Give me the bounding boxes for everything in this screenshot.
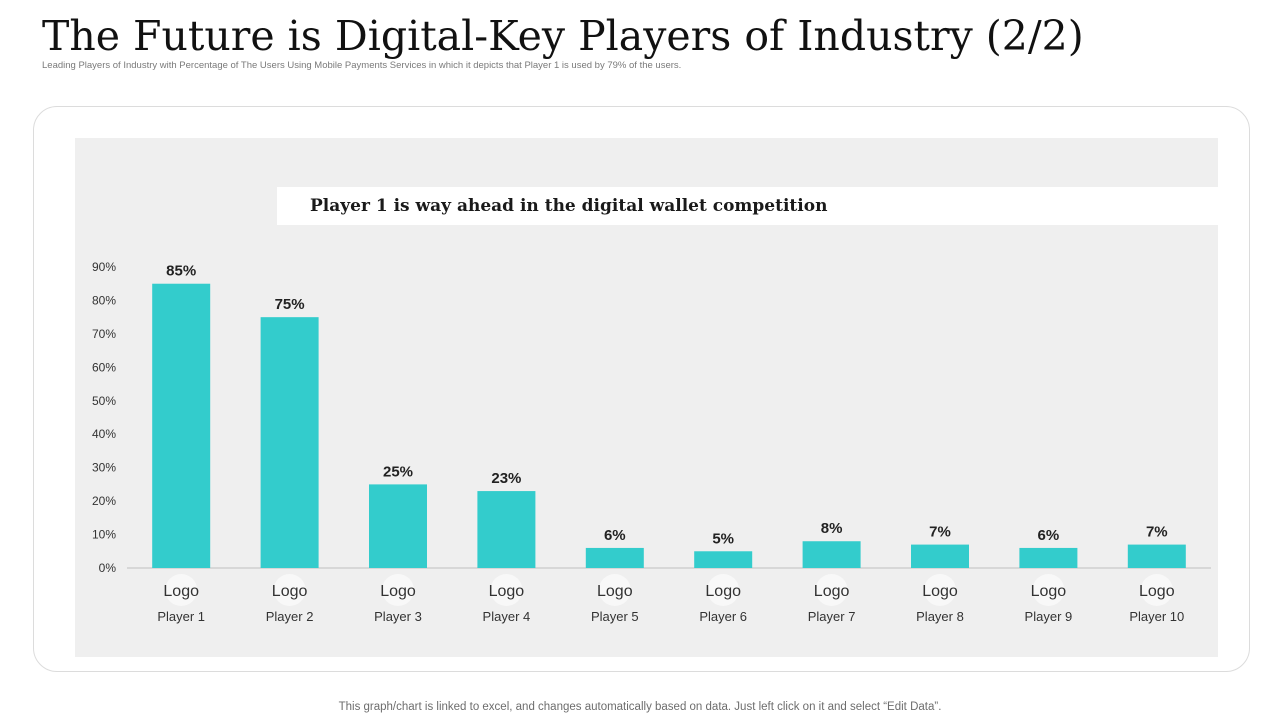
x-tick-label: Player 9: [1025, 609, 1073, 624]
data-label: 85%: [166, 263, 196, 280]
y-tick-label: 10%: [92, 528, 116, 542]
logo-label: Logo: [597, 583, 633, 600]
bar-player-4[interactable]: [477, 491, 536, 568]
logo-placeholder-icon: [490, 574, 523, 606]
logo-label: Logo: [163, 583, 199, 600]
bar-player-5[interactable]: [585, 547, 644, 568]
bar-player-8[interactable]: [911, 544, 969, 568]
logo-placeholder-icon: [707, 574, 740, 606]
y-tick-label: 40%: [92, 427, 116, 441]
data-label: 6%: [604, 527, 626, 544]
logo-placeholder-icon: [924, 574, 956, 606]
y-tick-label: 30%: [92, 461, 116, 475]
bar-player-2[interactable]: [260, 317, 319, 568]
y-tick-label: 0%: [99, 561, 117, 575]
bar-player-6[interactable]: [694, 551, 753, 568]
data-label: 7%: [929, 524, 951, 541]
logo-label: Logo: [922, 583, 958, 600]
y-tick-label: 80%: [92, 293, 116, 307]
logo-label: Logo: [1139, 583, 1175, 600]
x-tick-label: Player 10: [1129, 609, 1184, 624]
y-tick-label: 20%: [92, 494, 116, 508]
footer-note: This graph/chart is linked to excel, and…: [338, 701, 942, 713]
logo-placeholder-icon: [165, 574, 198, 606]
y-tick-label: 50%: [92, 394, 116, 408]
y-tick-label: 70%: [92, 327, 116, 341]
chart-title: Player 1 is way ahead in the digital wal…: [310, 196, 828, 216]
logo-placeholder-icon: [815, 574, 848, 606]
x-tick-label: Player 6: [699, 609, 747, 624]
logo-label: Logo: [1031, 583, 1067, 600]
data-label: 7%: [1146, 524, 1168, 541]
bar-player-7[interactable]: [802, 541, 861, 568]
logo-label: Logo: [272, 583, 308, 600]
x-tick-label: Player 8: [916, 609, 964, 624]
logo-placeholder-icon: [1140, 574, 1173, 606]
data-label: 5%: [712, 530, 734, 547]
data-label: 75%: [275, 296, 305, 313]
data-label: 8%: [821, 520, 843, 537]
logo-placeholder-icon: [273, 574, 306, 606]
x-tick-label: Player 1: [157, 609, 205, 624]
page-title: The Future is Digital-Key Players of Ind…: [42, 12, 1084, 60]
y-tick-label: 90%: [92, 260, 116, 274]
logo-label: Logo: [705, 583, 741, 600]
x-tick-label: Player 2: [266, 609, 314, 624]
logo-label: Logo: [814, 583, 850, 600]
bar-player-3[interactable]: [369, 484, 427, 568]
logo-label: Logo: [380, 583, 416, 600]
bar-player-10[interactable]: [1127, 544, 1186, 568]
chart-banner: Player 1 is way ahead in the digital wal…: [277, 187, 1218, 225]
x-tick-label: Player 4: [483, 609, 531, 624]
x-tick-label: Player 5: [591, 609, 639, 624]
x-tick-label: Player 3: [374, 609, 422, 624]
logo-label: Logo: [489, 583, 525, 600]
logo-placeholder-icon: [598, 574, 631, 606]
bar-player-9[interactable]: [1019, 547, 1078, 568]
x-tick-label: Player 7: [808, 609, 856, 624]
page-subtitle: Leading Players of Industry with Percent…: [42, 60, 682, 71]
bar-player-1[interactable]: [152, 283, 211, 568]
logo-placeholder-icon: [382, 574, 414, 606]
logo-placeholder-icon: [1032, 574, 1065, 606]
y-tick-label: 60%: [92, 360, 116, 374]
data-label: 6%: [1038, 527, 1060, 544]
data-label: 23%: [491, 470, 521, 487]
data-label: 25%: [383, 463, 413, 480]
